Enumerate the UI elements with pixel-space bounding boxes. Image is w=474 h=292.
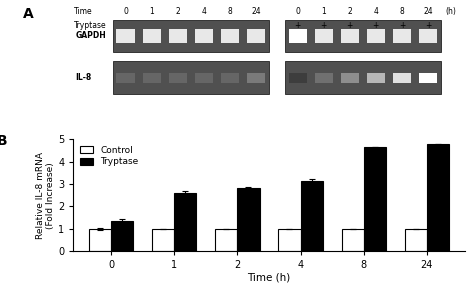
Bar xyxy=(393,73,411,83)
Bar xyxy=(367,73,385,83)
Text: 8: 8 xyxy=(400,7,404,16)
Text: Tryptase: Tryptase xyxy=(73,20,106,29)
Bar xyxy=(143,29,161,43)
Bar xyxy=(117,29,135,43)
Text: 0: 0 xyxy=(123,7,128,16)
Bar xyxy=(169,73,187,83)
Bar xyxy=(419,73,437,83)
Bar xyxy=(301,181,323,251)
Text: 2: 2 xyxy=(347,7,352,16)
Text: 1: 1 xyxy=(149,7,154,16)
Text: 24: 24 xyxy=(423,7,433,16)
Text: +: + xyxy=(425,20,431,29)
Bar xyxy=(364,147,386,251)
Text: A: A xyxy=(23,7,33,21)
Bar xyxy=(419,29,437,43)
Bar xyxy=(315,73,333,83)
Bar xyxy=(221,73,239,83)
Bar xyxy=(247,73,265,83)
Text: GAPDH: GAPDH xyxy=(75,31,106,40)
Legend: Control, Tryptase: Control, Tryptase xyxy=(78,144,141,168)
Text: +: + xyxy=(320,20,327,29)
Text: +: + xyxy=(373,20,379,29)
Bar xyxy=(195,73,213,83)
Text: 2: 2 xyxy=(175,7,180,16)
Bar xyxy=(405,229,427,251)
Y-axis label: Relative IL-8 mRNA
(Fold Increase): Relative IL-8 mRNA (Fold Increase) xyxy=(36,152,55,239)
Bar xyxy=(152,229,174,251)
Bar xyxy=(169,29,187,43)
Bar xyxy=(143,73,161,83)
Bar xyxy=(284,61,441,95)
Text: +: + xyxy=(399,20,405,29)
Text: 4: 4 xyxy=(374,7,378,16)
Text: 4: 4 xyxy=(201,7,206,16)
Bar xyxy=(215,229,237,251)
Bar xyxy=(341,73,359,83)
Text: +: + xyxy=(294,20,301,29)
Bar xyxy=(315,29,333,43)
Bar xyxy=(341,29,359,43)
Bar xyxy=(112,61,269,95)
Bar xyxy=(89,229,111,251)
Bar xyxy=(427,144,449,251)
Bar xyxy=(247,29,265,43)
Bar xyxy=(393,29,411,43)
Text: Time: Time xyxy=(73,7,92,16)
Bar xyxy=(221,29,239,43)
Bar xyxy=(111,221,133,251)
Text: +: + xyxy=(346,20,353,29)
Bar xyxy=(289,29,307,43)
Bar xyxy=(117,73,135,83)
Bar xyxy=(289,73,307,83)
Bar xyxy=(195,29,213,43)
Bar xyxy=(284,20,441,52)
Text: 24: 24 xyxy=(251,7,261,16)
Text: 1: 1 xyxy=(321,7,326,16)
Bar xyxy=(237,188,260,251)
Bar xyxy=(174,193,196,251)
Text: (h): (h) xyxy=(446,7,456,16)
X-axis label: Time (h): Time (h) xyxy=(247,273,291,283)
Bar xyxy=(112,20,269,52)
Bar xyxy=(342,229,364,251)
Bar xyxy=(367,29,385,43)
Text: IL-8: IL-8 xyxy=(75,73,91,82)
Text: 8: 8 xyxy=(228,7,232,16)
Bar xyxy=(278,229,301,251)
Text: 0: 0 xyxy=(295,7,300,16)
Text: B: B xyxy=(0,134,8,148)
